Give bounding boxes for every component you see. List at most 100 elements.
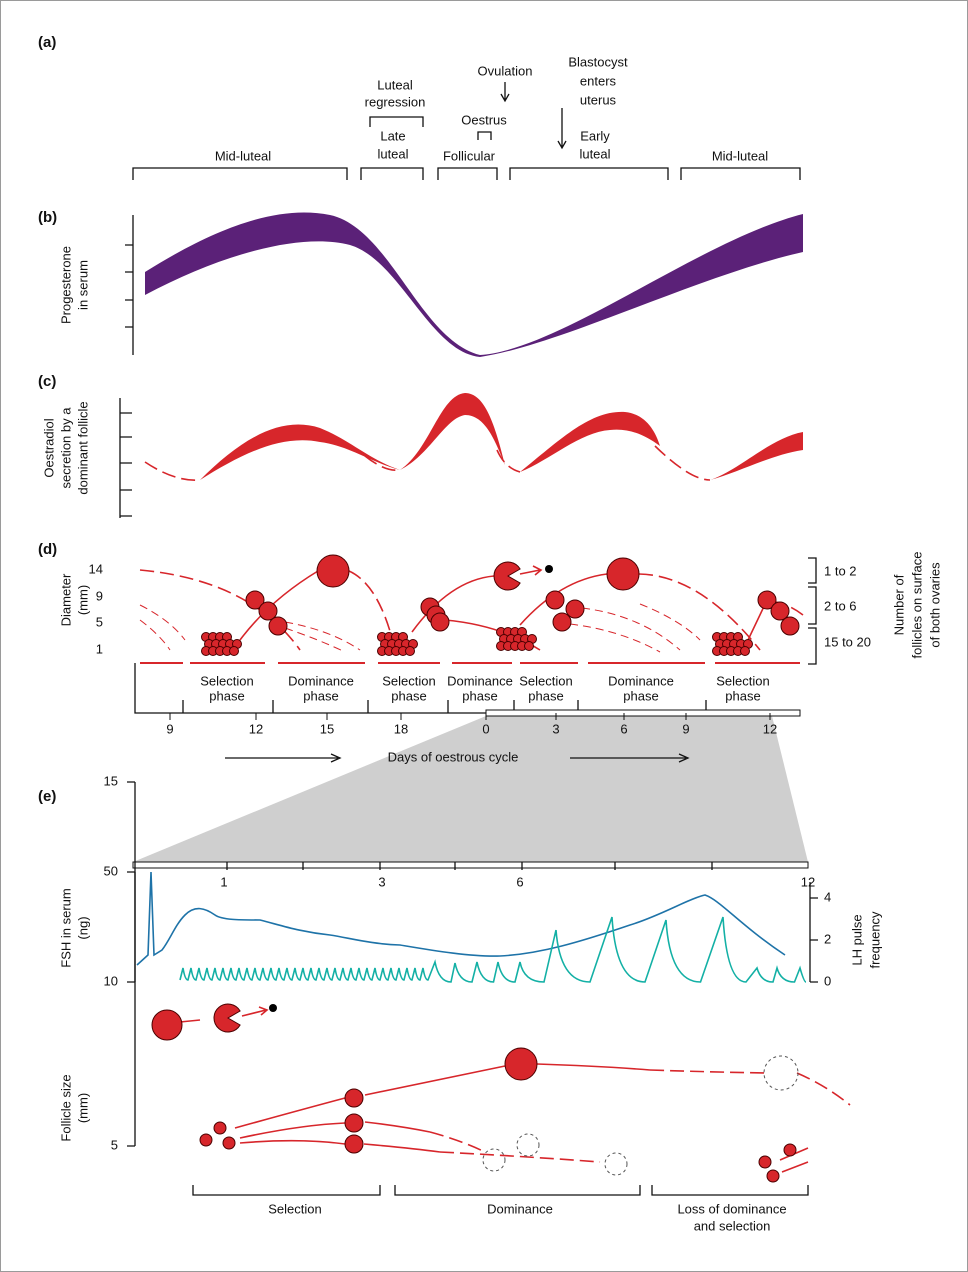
label: regression bbox=[365, 94, 426, 109]
small-follicle bbox=[405, 646, 415, 656]
label: Days of oestrous cycle bbox=[388, 749, 519, 764]
ovulating-follicle bbox=[213, 1003, 241, 1033]
path-shape bbox=[139, 603, 701, 653]
tick-label: 50 bbox=[104, 863, 118, 878]
path-shape bbox=[192, 1185, 809, 1196]
label: Dominance bbox=[487, 1201, 553, 1216]
follicle bbox=[780, 616, 800, 636]
tick-label: 3 bbox=[378, 874, 385, 889]
small-follicle bbox=[740, 646, 750, 656]
label: 15 to 20 bbox=[824, 634, 871, 649]
follicle bbox=[430, 612, 450, 632]
path-shape bbox=[519, 565, 543, 576]
tick-label: 12 bbox=[763, 721, 777, 736]
follicle bbox=[606, 557, 640, 591]
label: Number of bbox=[891, 574, 906, 635]
follicle bbox=[766, 1169, 780, 1183]
label: Oestrus bbox=[461, 112, 507, 127]
label: (c) bbox=[38, 373, 56, 390]
path-shape bbox=[500, 82, 567, 150]
follicle bbox=[758, 1155, 772, 1169]
path-shape bbox=[200, 424, 400, 480]
label: Dominance bbox=[288, 673, 354, 688]
label: phase bbox=[528, 688, 563, 703]
path-shape bbox=[520, 411, 660, 472]
tick-label: 10 bbox=[104, 973, 118, 988]
follicle bbox=[344, 1134, 364, 1154]
label: Oestradiol bbox=[41, 418, 56, 477]
circle-shape bbox=[482, 1148, 506, 1172]
follicle bbox=[545, 590, 565, 610]
label: (ng) bbox=[75, 916, 90, 939]
label: Selection bbox=[519, 673, 572, 688]
label: phase bbox=[462, 688, 497, 703]
follicle bbox=[344, 1113, 364, 1133]
label: phase bbox=[209, 688, 244, 703]
follicle bbox=[552, 612, 572, 632]
path-shape bbox=[144, 445, 711, 481]
label: phase bbox=[623, 688, 658, 703]
label: follicles on surface bbox=[909, 552, 924, 659]
tick-label: 6 bbox=[516, 874, 523, 889]
label: phase bbox=[725, 688, 760, 703]
circle-shape bbox=[516, 1133, 540, 1157]
label: Selection bbox=[200, 673, 253, 688]
label: Selection bbox=[716, 673, 769, 688]
small-follicle bbox=[524, 641, 534, 651]
label: Selection bbox=[382, 673, 435, 688]
label: LH pulse bbox=[849, 914, 864, 965]
label: (e) bbox=[38, 788, 56, 805]
path-shape bbox=[136, 871, 786, 966]
tick-label: 9 bbox=[96, 588, 103, 603]
tick-label: 3 bbox=[552, 721, 559, 736]
tick-label: 2 bbox=[824, 931, 831, 946]
tick-label: 12 bbox=[249, 721, 263, 736]
label: (a) bbox=[38, 34, 56, 51]
tick-label: 9 bbox=[166, 721, 173, 736]
follicle bbox=[344, 1088, 364, 1108]
small-follicle bbox=[229, 646, 239, 656]
path-shape bbox=[132, 116, 801, 180]
label: Loss of dominance bbox=[677, 1201, 786, 1216]
label: Follicular bbox=[443, 148, 496, 163]
tick-label: 0 bbox=[824, 973, 831, 988]
label: Blastocyst bbox=[568, 54, 628, 69]
label: frequency bbox=[867, 911, 882, 969]
tick-label: 15 bbox=[320, 721, 334, 736]
label: enters bbox=[580, 73, 617, 88]
label: phase bbox=[303, 688, 338, 703]
path-shape bbox=[125, 215, 134, 355]
circle-shape bbox=[545, 565, 553, 573]
label: Early bbox=[580, 128, 610, 143]
ovulating-follicle bbox=[493, 561, 521, 591]
path-shape bbox=[145, 212, 803, 357]
tick-label: 9 bbox=[682, 721, 689, 736]
follicle bbox=[245, 590, 265, 610]
label: Selection bbox=[268, 1201, 321, 1216]
label: luteal bbox=[377, 146, 408, 161]
label: Ovulation bbox=[478, 63, 533, 78]
label: Late bbox=[380, 128, 405, 143]
label: Diameter bbox=[58, 573, 73, 626]
path-shape bbox=[179, 916, 807, 983]
label: (mm) bbox=[75, 1093, 90, 1123]
follicle bbox=[268, 616, 288, 636]
follicle bbox=[151, 1009, 183, 1041]
label: (d) bbox=[38, 541, 57, 558]
path-shape bbox=[400, 393, 505, 470]
tick-label: 5 bbox=[111, 1137, 118, 1152]
tick-label: 12 bbox=[801, 874, 815, 889]
path-shape bbox=[710, 432, 803, 480]
g-shape bbox=[199, 554, 800, 1183]
path-shape bbox=[225, 753, 690, 763]
follicle bbox=[258, 601, 278, 621]
circle-shape bbox=[604, 1152, 628, 1176]
path-shape bbox=[127, 781, 136, 1147]
tick-label: 18 bbox=[394, 721, 408, 736]
label: 1 to 2 bbox=[824, 563, 857, 578]
label: (mm) bbox=[75, 585, 90, 615]
follicle bbox=[783, 1143, 797, 1157]
label: (b) bbox=[38, 209, 57, 226]
